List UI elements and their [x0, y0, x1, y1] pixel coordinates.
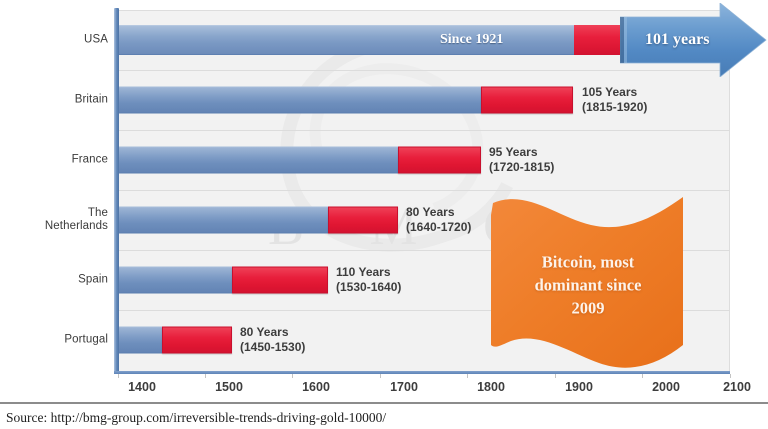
bitcoin-callout-banner: Bitcoin, most dominant since 2009	[487, 195, 689, 375]
gridline	[118, 250, 730, 251]
y-label-netherlands: The Netherlands	[0, 207, 108, 233]
gridline	[118, 70, 730, 71]
usa-arrow-label: 101 years	[645, 31, 710, 48]
caption-line-2: (1450-1530)	[240, 340, 306, 354]
caption-line-1: 95 Years	[489, 145, 538, 159]
bar-britain-blue	[118, 86, 481, 114]
gridline	[118, 310, 730, 311]
y-label-portugal: Portugal	[64, 333, 108, 346]
y-label-netherlands-line1: The	[87, 207, 108, 219]
bar-caption-netherlands: 80 Years (1640-1720)	[406, 205, 471, 235]
usa-projection-arrow	[619, 2, 768, 78]
x-tick-label: 1900	[565, 380, 593, 394]
footer-divider	[0, 402, 768, 404]
bar-row-spain: Spain 110 Years (1530-1640)	[0, 250, 768, 310]
caption-line-1: 80 Years	[406, 205, 455, 219]
x-tick-label: 2100	[723, 380, 751, 394]
y-label-netherlands-line2: Netherlands	[44, 220, 108, 232]
bar-britain-red	[481, 86, 573, 114]
y-label-spain: Spain	[78, 273, 108, 286]
bar-row-netherlands: The Netherlands 80 Years (1640-1720)	[0, 190, 768, 250]
bar-row-usa: USA Since 1921	[0, 2, 768, 78]
x-axis-line	[114, 371, 730, 374]
right-arrow-icon	[619, 2, 767, 78]
y-label-france: France	[71, 153, 108, 166]
bar-netherlands-blue	[118, 206, 328, 234]
x-tick-label: 1600	[302, 380, 330, 394]
bar-portugal-blue	[118, 326, 162, 354]
y-label-usa: USA	[84, 33, 108, 46]
bar-row-france: France 95 Years (1720-1815)	[0, 130, 768, 190]
gridline	[118, 130, 730, 131]
bar-row-britain: Britain 105 Years (1815-1920)	[0, 70, 768, 130]
x-tick-label: 1700	[390, 380, 418, 394]
gridline	[118, 190, 730, 191]
caption-line-2: (1530-1640)	[336, 280, 402, 294]
bar-caption-spain: 110 Years (1530-1640)	[336, 265, 401, 295]
usa-since-label: Since 1921	[440, 32, 504, 47]
reserve-currency-timeline-chart: B M G USA Since 1921	[0, 2, 768, 394]
caption-line-2: (1720-1815)	[489, 160, 555, 174]
y-label-britain: Britain	[74, 93, 108, 106]
x-tick-label: 1500	[215, 380, 243, 394]
bar-france-red	[398, 146, 481, 174]
bar-portugal-red	[162, 326, 232, 354]
bar-usa-red	[574, 25, 623, 55]
bar-caption-portugal: 80 Years (1450-1530)	[240, 325, 305, 355]
wavy-banner-shape	[491, 197, 683, 368]
x-tick-label: 1800	[477, 380, 505, 394]
bar-spain-red	[232, 266, 328, 294]
caption-line-1: 80 Years	[240, 325, 289, 339]
bar-caption-france: 95 Years (1720-1815)	[489, 145, 554, 175]
bar-spain-blue	[118, 266, 232, 294]
y-axis-line	[114, 8, 119, 374]
bar-netherlands-red	[328, 206, 398, 234]
bar-france-blue	[118, 146, 398, 174]
bar-row-portugal: Portugal 80 Years (1450-1530)	[0, 310, 768, 370]
bar-usa-blue	[118, 25, 574, 55]
caption-line-2: (1640-1720)	[406, 220, 472, 234]
caption-line-1: 110 Years	[336, 265, 391, 279]
x-tick-label: 2000	[652, 380, 680, 394]
caption-line-2: (1815-1920)	[582, 100, 648, 114]
x-tick-label: 1400	[128, 380, 156, 394]
source-citation: Source: http://bmg-group.com/irreversibl…	[6, 410, 387, 425]
caption-line-1: 105 Years	[582, 85, 638, 99]
bar-caption-britain: 105 Years (1815-1920)	[582, 85, 647, 115]
